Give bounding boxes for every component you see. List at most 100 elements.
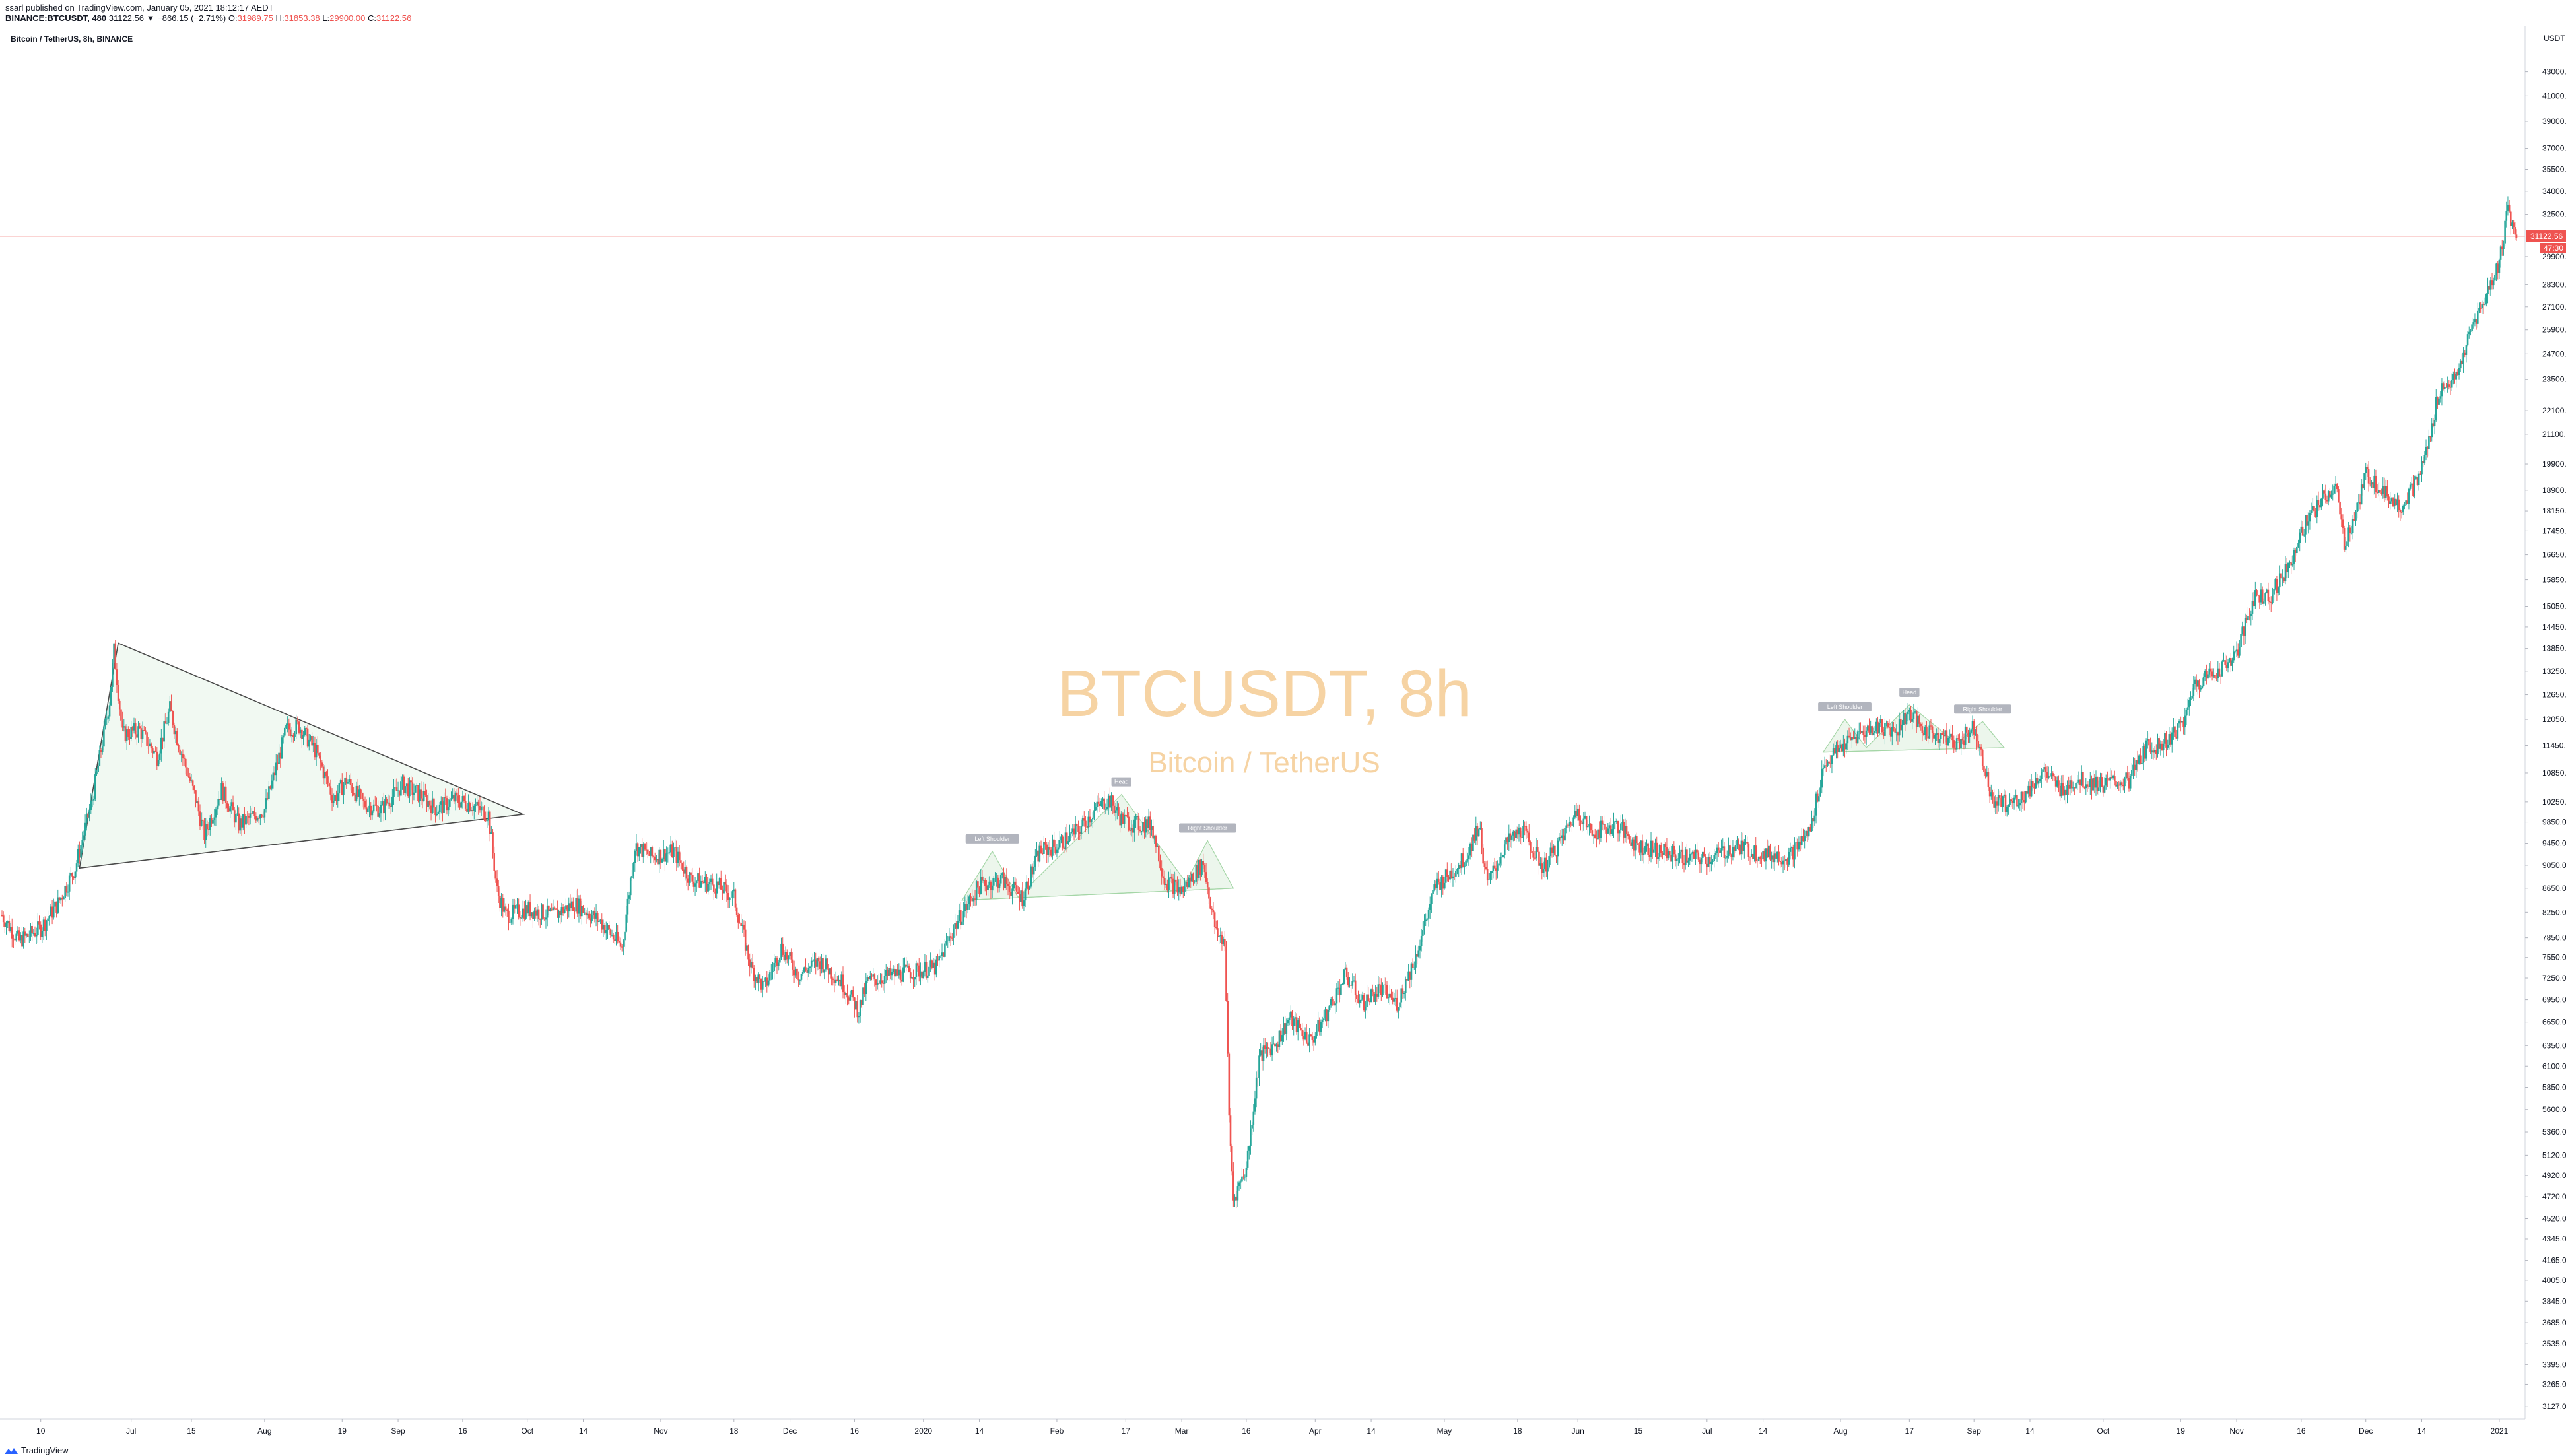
candle-body [223,786,226,801]
candle-body [1535,847,1537,859]
candle-body [1057,847,1060,850]
candle-body [1539,863,1541,866]
candle-body [1828,761,1830,764]
candle-body [546,905,549,918]
candle-body [1378,984,1381,986]
candle-body [1818,796,1820,802]
candle-body [92,799,95,801]
candle-body [2497,263,2499,273]
candle-body [2017,805,2019,807]
candle-body [298,721,300,733]
candle-body [1186,881,1189,888]
candle-body [77,849,79,864]
time-axis[interactable]: 10 Jul 15 Aug 19 Sep 16 Oct 14 Nov 18 Dec 16 2020 14 Fe… [0,1418,2525,1436]
candle-body [401,776,403,782]
candle-body [272,772,275,781]
candle-body [542,904,544,919]
candle-body [701,880,704,882]
candle-body [2324,493,2327,500]
candle-body [1543,857,1546,869]
candle-body [1730,854,1733,857]
candle-body [1106,807,1108,809]
candle-body [1945,730,1948,746]
candle-body [2268,601,2271,603]
candle-body [430,805,432,814]
candle-body [1992,792,1994,797]
candle-body [1888,727,1891,728]
candle-body [1708,857,1711,865]
candle-body [970,896,972,898]
candle-body [1037,850,1039,862]
candle-body [387,802,389,804]
candle-body [1396,997,1398,1011]
candle-body [1040,845,1042,853]
candle-body [1302,1036,1305,1040]
candle-body [289,729,292,737]
tradingview-brand: TradingView [21,1445,69,1455]
candle-body [1625,826,1628,834]
candle-body [1910,710,1912,722]
candle-body [651,847,654,857]
candle-body [1219,935,1222,937]
candle-body [1762,851,1764,859]
candle-body [1696,849,1698,853]
candle-body [2404,504,2406,506]
candle-body [1295,1017,1298,1032]
candle-body [1386,985,1388,999]
candle-body [1113,805,1116,814]
candle-body [924,962,926,972]
candle-body [892,968,895,972]
candle-body [1059,840,1061,848]
candle-body [2513,222,2515,228]
candle-body [2212,675,2215,677]
x-tick-label: 14 [1759,1426,1768,1436]
candle-body [1417,950,1420,957]
candle-body [908,965,910,972]
candle-body [1900,719,1902,731]
candle-body [2437,397,2439,405]
candle-body [1755,845,1757,861]
candle-body [1202,861,1205,865]
candle-body [2070,780,2073,789]
candle-body [120,709,122,721]
candle-body [1590,824,1592,831]
candle-body [212,819,214,824]
candle-body [1063,847,1065,849]
last-price-badge [2526,230,2566,242]
candle-body [1963,740,1965,745]
candle-body [1999,795,2001,798]
candle-body [2384,486,2387,498]
candle-body [605,930,607,934]
candle-body [803,967,805,972]
candle-body [935,959,937,975]
candle-body [1027,881,1029,890]
candle-body [1213,912,1216,927]
candle-body [1250,1128,1252,1146]
candle-body [101,746,104,752]
candle-body [226,803,228,809]
candle-body [1110,795,1112,808]
candle-body [71,873,73,877]
candle-body [1169,877,1172,878]
price-axis[interactable]: USDT43000.0041000.0039000.0037000.003550… [2524,26,2566,1419]
candle-body [438,804,441,812]
candle-body [1377,984,1380,997]
candle-body [700,880,702,888]
candle-body [1733,847,1736,851]
candle-body [456,792,458,796]
candle-body [2356,502,2358,512]
candle-body [1146,819,1149,828]
candles [1,196,2518,1208]
candle-body [1592,834,1595,836]
candle-body [1978,746,1981,748]
candle-body [839,979,841,987]
candle-body [184,758,187,768]
candle-body [1862,731,1865,735]
candle-body [2146,739,2149,741]
candle-body [1404,979,1407,994]
candle-body [2382,486,2384,494]
candle-body [259,814,261,819]
candle-body [545,917,547,920]
candle-body [347,782,349,784]
